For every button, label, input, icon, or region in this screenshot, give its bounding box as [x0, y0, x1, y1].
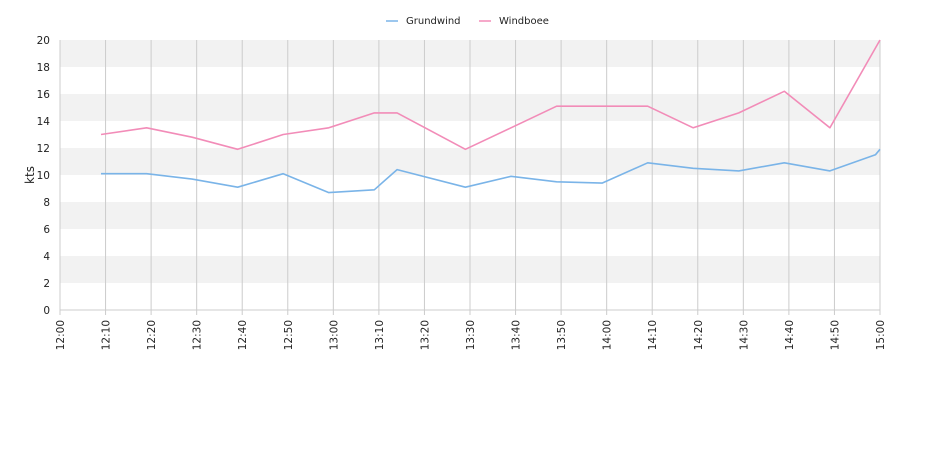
y-tick-label: 0 — [43, 305, 50, 317]
legend-label: Grundwind — [406, 16, 461, 27]
y-tick-label: 6 — [43, 224, 50, 236]
series-lines — [100, 39, 881, 194]
legend-label: Windboee — [499, 16, 549, 27]
x-tick-label: 13:50 — [556, 320, 568, 350]
y-tick-label: 18 — [37, 62, 50, 74]
x-tick-label: 14:40 — [784, 320, 796, 350]
x-tick-label: 14:10 — [647, 320, 659, 350]
y-tick-labels: 0 2 4 6 8 10 12 14 16 18 20 — [37, 35, 51, 317]
legend: Grundwind Windboee — [386, 16, 549, 27]
series-line-grundwind — [101, 148, 881, 194]
series-line-windboee — [100, 39, 881, 151]
x-tick-label: 12:40 — [237, 320, 249, 350]
x-tick-label: 14:00 — [602, 320, 614, 350]
x-tick-label: 12:30 — [192, 320, 204, 350]
x-tick-label: 14:30 — [738, 320, 750, 350]
x-tick-label: 14:20 — [693, 320, 705, 350]
y-tick-label: 14 — [37, 116, 51, 128]
x-tick-labels: 12:00 12:10 12:20 12:30 12:40 12:50 13:00 13:10… — [55, 320, 887, 350]
x-tick-label: 15:00 — [875, 320, 887, 350]
x-tick-label: 13:30 — [465, 320, 477, 350]
y-tick-label: 20 — [37, 35, 50, 47]
y-axis-label: kts — [23, 166, 37, 184]
x-tick-label: 13:00 — [328, 320, 340, 350]
y-tick-label: 16 — [37, 89, 51, 101]
y-tick-label: 4 — [43, 251, 50, 263]
x-tick-label: 12:20 — [146, 320, 158, 350]
y-tick-label: 12 — [37, 143, 50, 155]
x-tick-label: 13:20 — [419, 320, 431, 350]
y-tick-label: 2 — [43, 278, 50, 290]
y-tick-label: 8 — [43, 197, 50, 209]
x-tick-label: 13:40 — [511, 320, 523, 350]
x-tick-label: 12:00 — [55, 320, 67, 350]
y-tick-label: 10 — [37, 170, 50, 182]
vertical-gridlines — [59, 40, 881, 315]
x-tick-label: 12:50 — [283, 320, 295, 350]
x-tick-label: 12:10 — [101, 320, 113, 350]
x-tick-label: 14:50 — [829, 320, 841, 350]
x-tick-label: 13:10 — [374, 320, 386, 350]
